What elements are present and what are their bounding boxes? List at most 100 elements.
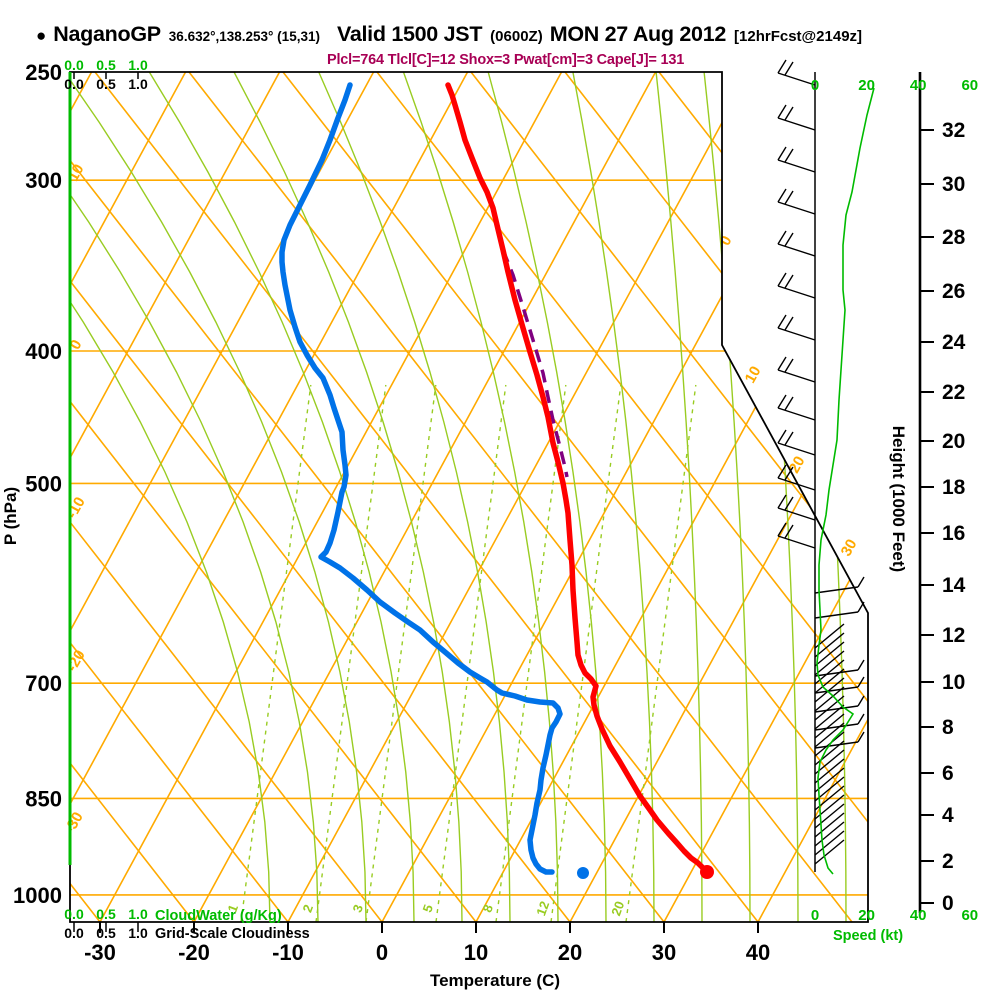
wind-barb-tick [784, 466, 794, 481]
wind-barb [814, 611, 859, 619]
wind-barb [777, 201, 816, 215]
speed-tick-label: 60 [961, 907, 978, 924]
wind-barb-hatch [814, 830, 845, 856]
cloudiness-tick-label: 1.0 [128, 76, 148, 92]
valid-date: MON 27 Aug 2012 [549, 22, 727, 46]
speed-axis-title: Speed (kt) [833, 928, 903, 944]
height-tick-label: 30 [942, 173, 965, 196]
wind-barb-tick [784, 496, 794, 511]
wind-barb [777, 285, 816, 299]
moist-adiabat-line [70, 72, 271, 922]
wind-barb-tick [784, 316, 794, 331]
cloudiness-tick-label: 0.0 [64, 76, 84, 92]
wind-barb [814, 686, 859, 694]
wind-barb-tick [777, 188, 787, 203]
height-axis-title: Height (1000 Feet) [889, 426, 908, 572]
mixing-ratio-label: 5 [419, 902, 436, 914]
pressure-tick-label: 500 [25, 471, 62, 496]
isotherm-label-left: -30 [61, 809, 86, 836]
wind-barb-tick [777, 522, 787, 537]
wind-barb [777, 507, 816, 521]
temperature-tick-label: 40 [746, 940, 770, 965]
speed-tick-label: 0 [811, 77, 819, 94]
mixing-ratio-line [625, 384, 697, 922]
moist-adiabat-line [572, 72, 655, 922]
height-tick-label: 24 [942, 331, 966, 354]
height-tick-label: 8 [942, 716, 954, 739]
mixing-ratio-label: 2 [299, 902, 316, 914]
wind-barb-tick [784, 274, 794, 289]
dry-adiabat-line [70, 72, 477, 922]
moist-adiabat-line [847, 72, 868, 922]
wind-barb-tick [777, 394, 787, 409]
wind-barb-tick [784, 431, 794, 446]
wind-barb-tick [777, 356, 787, 371]
valid-time: Valid 1500 JST [336, 22, 483, 46]
pressure-tick-label: 850 [25, 786, 62, 811]
wind-barb-hatch [814, 641, 845, 667]
plot-border [69, 71, 869, 923]
cloudiness-tick-label: 0.0 [64, 925, 84, 941]
speed-tick-label: 20 [858, 907, 875, 924]
speed-tick-label: 40 [910, 907, 927, 924]
wind-barb-hatch [814, 713, 845, 739]
wind-barb-tick [784, 148, 794, 163]
dry-adiabat-line [188, 72, 853, 922]
cloudiness-axis-title: Grid-Scale Cloudiness [155, 926, 310, 942]
wind-barb-tick [777, 464, 787, 479]
speed-tick-label: 60 [961, 77, 978, 94]
mixing-ratio-label: 20 [608, 899, 627, 918]
sounding-curves [279, 82, 710, 875]
wind-barb-hatch [814, 803, 845, 829]
pressure-axis-title: P (hPa) [1, 487, 20, 545]
wind-barbs [777, 59, 865, 865]
wind-barb [814, 741, 859, 749]
cloudwater-axis-title: CloudWater (g/Kg) [155, 908, 282, 924]
dry-adiabat-line [846, 72, 868, 922]
wind-barb [777, 243, 816, 257]
wind-barb-hatch [814, 749, 845, 775]
wind-barb [814, 723, 859, 731]
moist-adiabat-line [402, 72, 559, 922]
speed-tick-label: 40 [910, 77, 927, 94]
wind-barb [814, 705, 859, 713]
height-tick-label: 12 [942, 624, 965, 647]
wind-barb-hatch [814, 677, 845, 703]
temperature-tick-label: -20 [178, 940, 210, 965]
wind-barb-tick [857, 731, 865, 743]
temperature-axis-title: Temperature (C) [430, 971, 560, 990]
moist-adiabat-line [70, 72, 367, 922]
wind-speed-curve [816, 87, 875, 875]
wind-barb-tick [857, 695, 865, 707]
moist-adiabat-line [487, 72, 607, 922]
pressure-tick-label: 700 [25, 671, 62, 696]
mixing-ratio-label: 1 [224, 902, 241, 914]
height-tick-label: 4 [942, 804, 954, 827]
moist-adiabat-line [751, 72, 799, 922]
wind-barb-hatch [814, 686, 845, 712]
wind-barb-hatch [814, 632, 845, 658]
wind-barb-tick [777, 104, 787, 119]
moist-adiabat-line [655, 72, 703, 922]
isotherm-label-right: 10 [742, 363, 765, 386]
mixing-ratio-line [550, 384, 622, 922]
wind-barb-tick [857, 601, 865, 613]
mixing-ratio-line [495, 384, 567, 922]
wind-barb-hatch [814, 695, 845, 721]
wind-barb-tick [784, 232, 794, 247]
height-tick-label: 14 [942, 574, 966, 597]
station-coords: 36.632°,138.253° (15,31) [168, 29, 320, 44]
wind-barb-hatch [814, 767, 845, 793]
pressure-tick-label: 1000 [13, 883, 62, 908]
wind-barb-tick [777, 314, 787, 329]
isotherm-line [70, 72, 187, 922]
moist-adiabat-line [70, 72, 319, 922]
height-tick-label: 20 [942, 430, 965, 453]
mixing-ratio-line [240, 384, 312, 922]
temperature-tick-label: -30 [84, 940, 116, 965]
wind-barb [777, 477, 816, 491]
wind-barb [777, 327, 816, 341]
surface-temperature-dot [700, 865, 714, 879]
mixing-ratio-line [435, 384, 507, 922]
wind-barb-tick [857, 676, 865, 688]
